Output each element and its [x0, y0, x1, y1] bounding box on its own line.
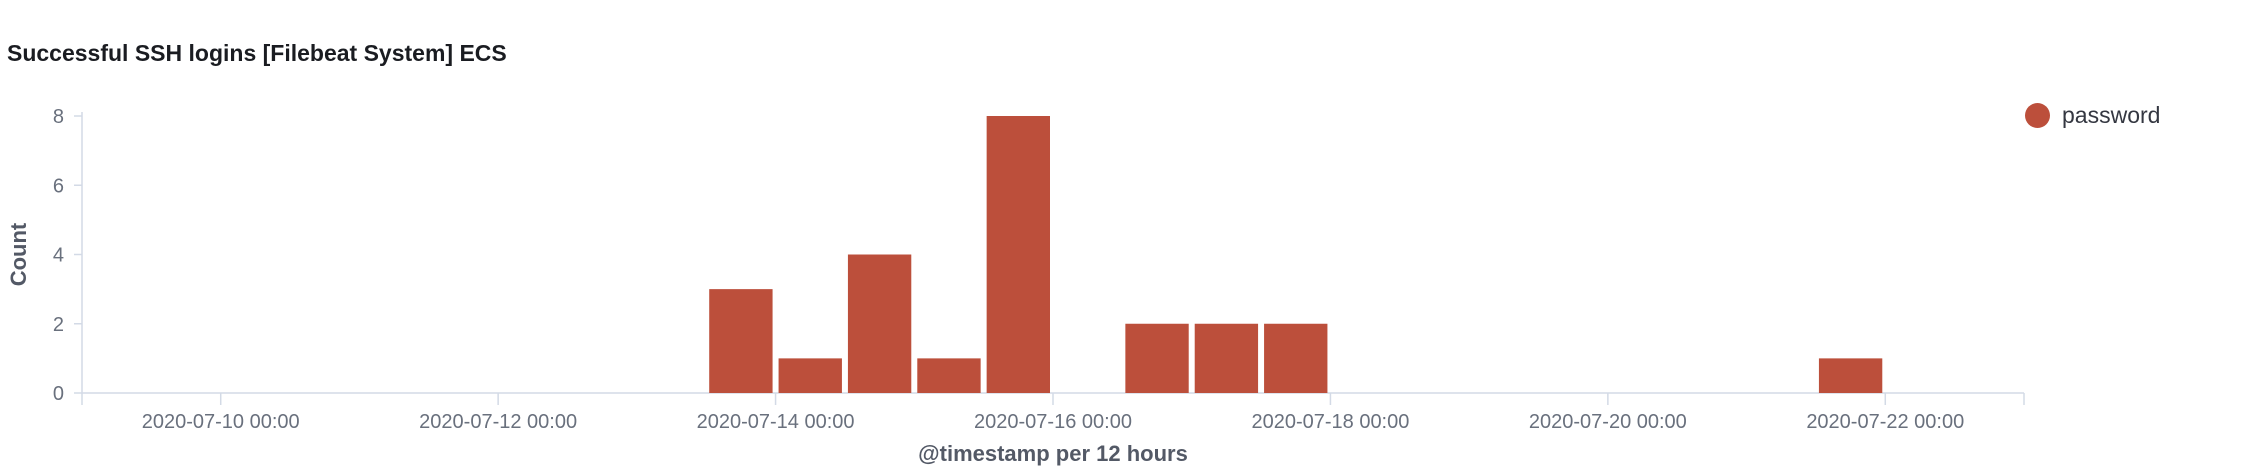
- y-tick-label: 0: [53, 383, 64, 405]
- legend-label: password: [2062, 102, 2161, 128]
- bar: [709, 289, 773, 393]
- x-axis: 2020-07-10 00:00 2020-07-12 00:00 2020-07-…: [81, 392, 2025, 433]
- bar: [778, 358, 842, 393]
- bar: [1125, 323, 1189, 393]
- bar: [986, 116, 1050, 393]
- y-axis: 0 2 4 6 8: [53, 106, 83, 405]
- bar: [1194, 323, 1259, 393]
- bar: [1818, 358, 1883, 393]
- bar: [917, 358, 981, 393]
- y-tick-label: 8: [53, 106, 64, 128]
- x-axis-title: @timestamp per 12 hours: [918, 441, 1188, 466]
- x-tick-label: 2020-07-12 00:00: [419, 411, 577, 433]
- x-tick-label: 2020-07-18 00:00: [1251, 411, 1409, 433]
- y-tick-label: 4: [53, 245, 64, 267]
- legend-item-password[interactable]: password: [2025, 102, 2160, 129]
- x-tick-label: 2020-07-10 00:00: [142, 411, 300, 433]
- x-tick-label: 2020-07-14 00:00: [697, 411, 855, 433]
- y-tick-label: 6: [53, 175, 64, 197]
- y-tick-label: 2: [53, 314, 64, 336]
- y-axis-title: Count: [6, 222, 31, 286]
- bar: [1264, 323, 1328, 393]
- legend-swatch-icon: [2025, 103, 2050, 128]
- x-tick-label: 2020-07-20 00:00: [1529, 411, 1687, 433]
- bar: [847, 254, 912, 393]
- x-tick-label: 2020-07-22 00:00: [1806, 411, 1964, 433]
- x-tick-label: 2020-07-16 00:00: [974, 411, 1132, 433]
- panel-title: Successful SSH logins [Filebeat System] …: [7, 40, 507, 66]
- series-password: [709, 116, 1883, 393]
